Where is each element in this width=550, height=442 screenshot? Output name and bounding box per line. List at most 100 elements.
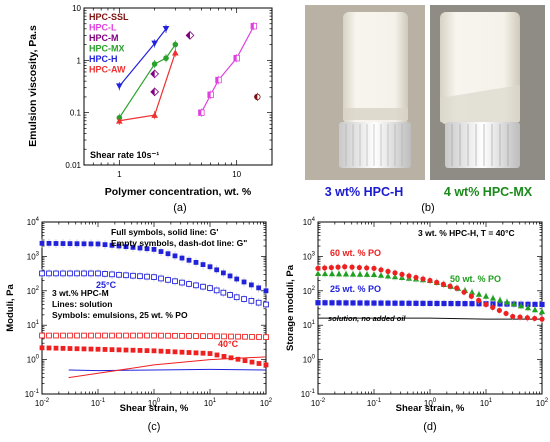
tick-exponent: 4 bbox=[312, 217, 316, 223]
tick-base: 10 bbox=[27, 252, 36, 261]
data-point bbox=[490, 304, 496, 311]
y-tick-label: 0.01 bbox=[65, 161, 81, 170]
chart-title-d: 3 wt. % HPC-H, T = 40°C bbox=[418, 228, 515, 238]
shear-rate-annotation: Shear rate 10s⁻¹ bbox=[90, 150, 159, 160]
data-point bbox=[255, 299, 262, 306]
data-point bbox=[406, 273, 412, 279]
data-point bbox=[413, 274, 419, 281]
data-point bbox=[74, 270, 80, 277]
data-point bbox=[517, 302, 525, 309]
data-point bbox=[130, 272, 136, 279]
data-point bbox=[193, 282, 199, 289]
data-point bbox=[88, 346, 94, 352]
jar-cap bbox=[339, 122, 411, 168]
data-point bbox=[241, 296, 247, 302]
tick-base: 10 bbox=[536, 399, 545, 408]
tick-exponent: 2 bbox=[312, 286, 316, 292]
data-point bbox=[116, 332, 122, 339]
data-point bbox=[179, 349, 185, 355]
y-tick-label: 1 bbox=[77, 56, 82, 65]
tick-base: 10 bbox=[311, 399, 320, 408]
tick-exponent: 3 bbox=[312, 251, 316, 257]
data-point bbox=[531, 306, 539, 313]
tick-base: 10 bbox=[303, 252, 312, 261]
data-point bbox=[483, 301, 489, 308]
data-point bbox=[427, 300, 433, 307]
data-point-half bbox=[150, 88, 155, 96]
y-tick-label: 10-1 bbox=[25, 389, 40, 399]
y-tick-label: 103 bbox=[303, 251, 316, 261]
data-point bbox=[220, 289, 227, 296]
data-point bbox=[123, 244, 129, 250]
tick-exponent: 1 bbox=[489, 398, 493, 404]
data-point bbox=[315, 265, 321, 271]
legend-entry: HPC-SSL bbox=[89, 12, 129, 22]
legend-entry: HPC-AW bbox=[89, 65, 126, 75]
data-point bbox=[207, 351, 213, 356]
data-point-half bbox=[186, 31, 190, 40]
data-point bbox=[356, 264, 362, 271]
data-point bbox=[364, 300, 370, 306]
data-point bbox=[200, 262, 206, 267]
x-tick-label: 102 bbox=[536, 398, 549, 408]
y-tick-label: 102 bbox=[27, 286, 40, 296]
data-point bbox=[539, 301, 545, 308]
data-point bbox=[88, 332, 94, 339]
data-point bbox=[144, 332, 150, 339]
tick-base: 10 bbox=[480, 399, 489, 408]
data-point bbox=[335, 270, 343, 277]
tick-base: 10 bbox=[303, 287, 312, 296]
x-tick-label: 10-1 bbox=[91, 398, 106, 408]
data-point bbox=[172, 253, 178, 259]
data-point bbox=[81, 346, 87, 352]
tick-exponent: 0 bbox=[433, 398, 437, 404]
x-tick-label: 10-2 bbox=[35, 398, 50, 408]
data-point bbox=[503, 310, 509, 317]
data-point bbox=[186, 350, 192, 355]
y-tick-label: 101 bbox=[303, 320, 316, 330]
tick-exponent: -1 bbox=[310, 389, 316, 395]
data-point bbox=[455, 300, 461, 307]
tick-exponent: 1 bbox=[36, 320, 40, 326]
data-point bbox=[476, 297, 482, 303]
data-point bbox=[371, 300, 377, 306]
data-point bbox=[440, 281, 446, 287]
y-tick-label: 10 bbox=[72, 4, 81, 13]
data-point bbox=[350, 300, 356, 306]
data-point bbox=[109, 242, 115, 248]
data-point bbox=[162, 26, 170, 33]
data-point bbox=[207, 285, 213, 291]
label-25c: 25°C bbox=[96, 280, 117, 290]
data-point bbox=[116, 347, 122, 353]
data-point bbox=[214, 267, 220, 273]
data-point bbox=[228, 355, 234, 361]
y-tick-label: 100 bbox=[303, 355, 316, 365]
data-point bbox=[221, 353, 227, 359]
data-point bbox=[538, 308, 546, 315]
data-point bbox=[158, 348, 164, 354]
data-point bbox=[163, 55, 169, 61]
solution-line bbox=[68, 356, 267, 379]
panel-label-a: (a) bbox=[173, 202, 186, 214]
tick-base: 10 bbox=[27, 287, 36, 296]
tick-base: 10 bbox=[367, 399, 376, 408]
data-point bbox=[335, 264, 341, 270]
data-point bbox=[328, 270, 336, 277]
data-point bbox=[116, 83, 123, 90]
data-point bbox=[342, 264, 348, 270]
x-tick-label: 100 bbox=[424, 398, 437, 408]
data-point bbox=[249, 334, 255, 340]
series-line bbox=[118, 28, 167, 87]
emulsion-jar-hpc-h bbox=[343, 12, 408, 124]
tick-base: 10 bbox=[303, 356, 312, 365]
x-tick-label: 10-1 bbox=[367, 398, 382, 408]
data-point bbox=[392, 300, 398, 306]
photo-label-hpc-mx: 4 wt% HPC-MX bbox=[444, 185, 533, 199]
data-point bbox=[227, 273, 233, 279]
data-point bbox=[74, 241, 80, 247]
data-point bbox=[496, 296, 504, 303]
data-point bbox=[384, 272, 392, 279]
data-point bbox=[468, 293, 474, 299]
data-point bbox=[420, 300, 426, 306]
